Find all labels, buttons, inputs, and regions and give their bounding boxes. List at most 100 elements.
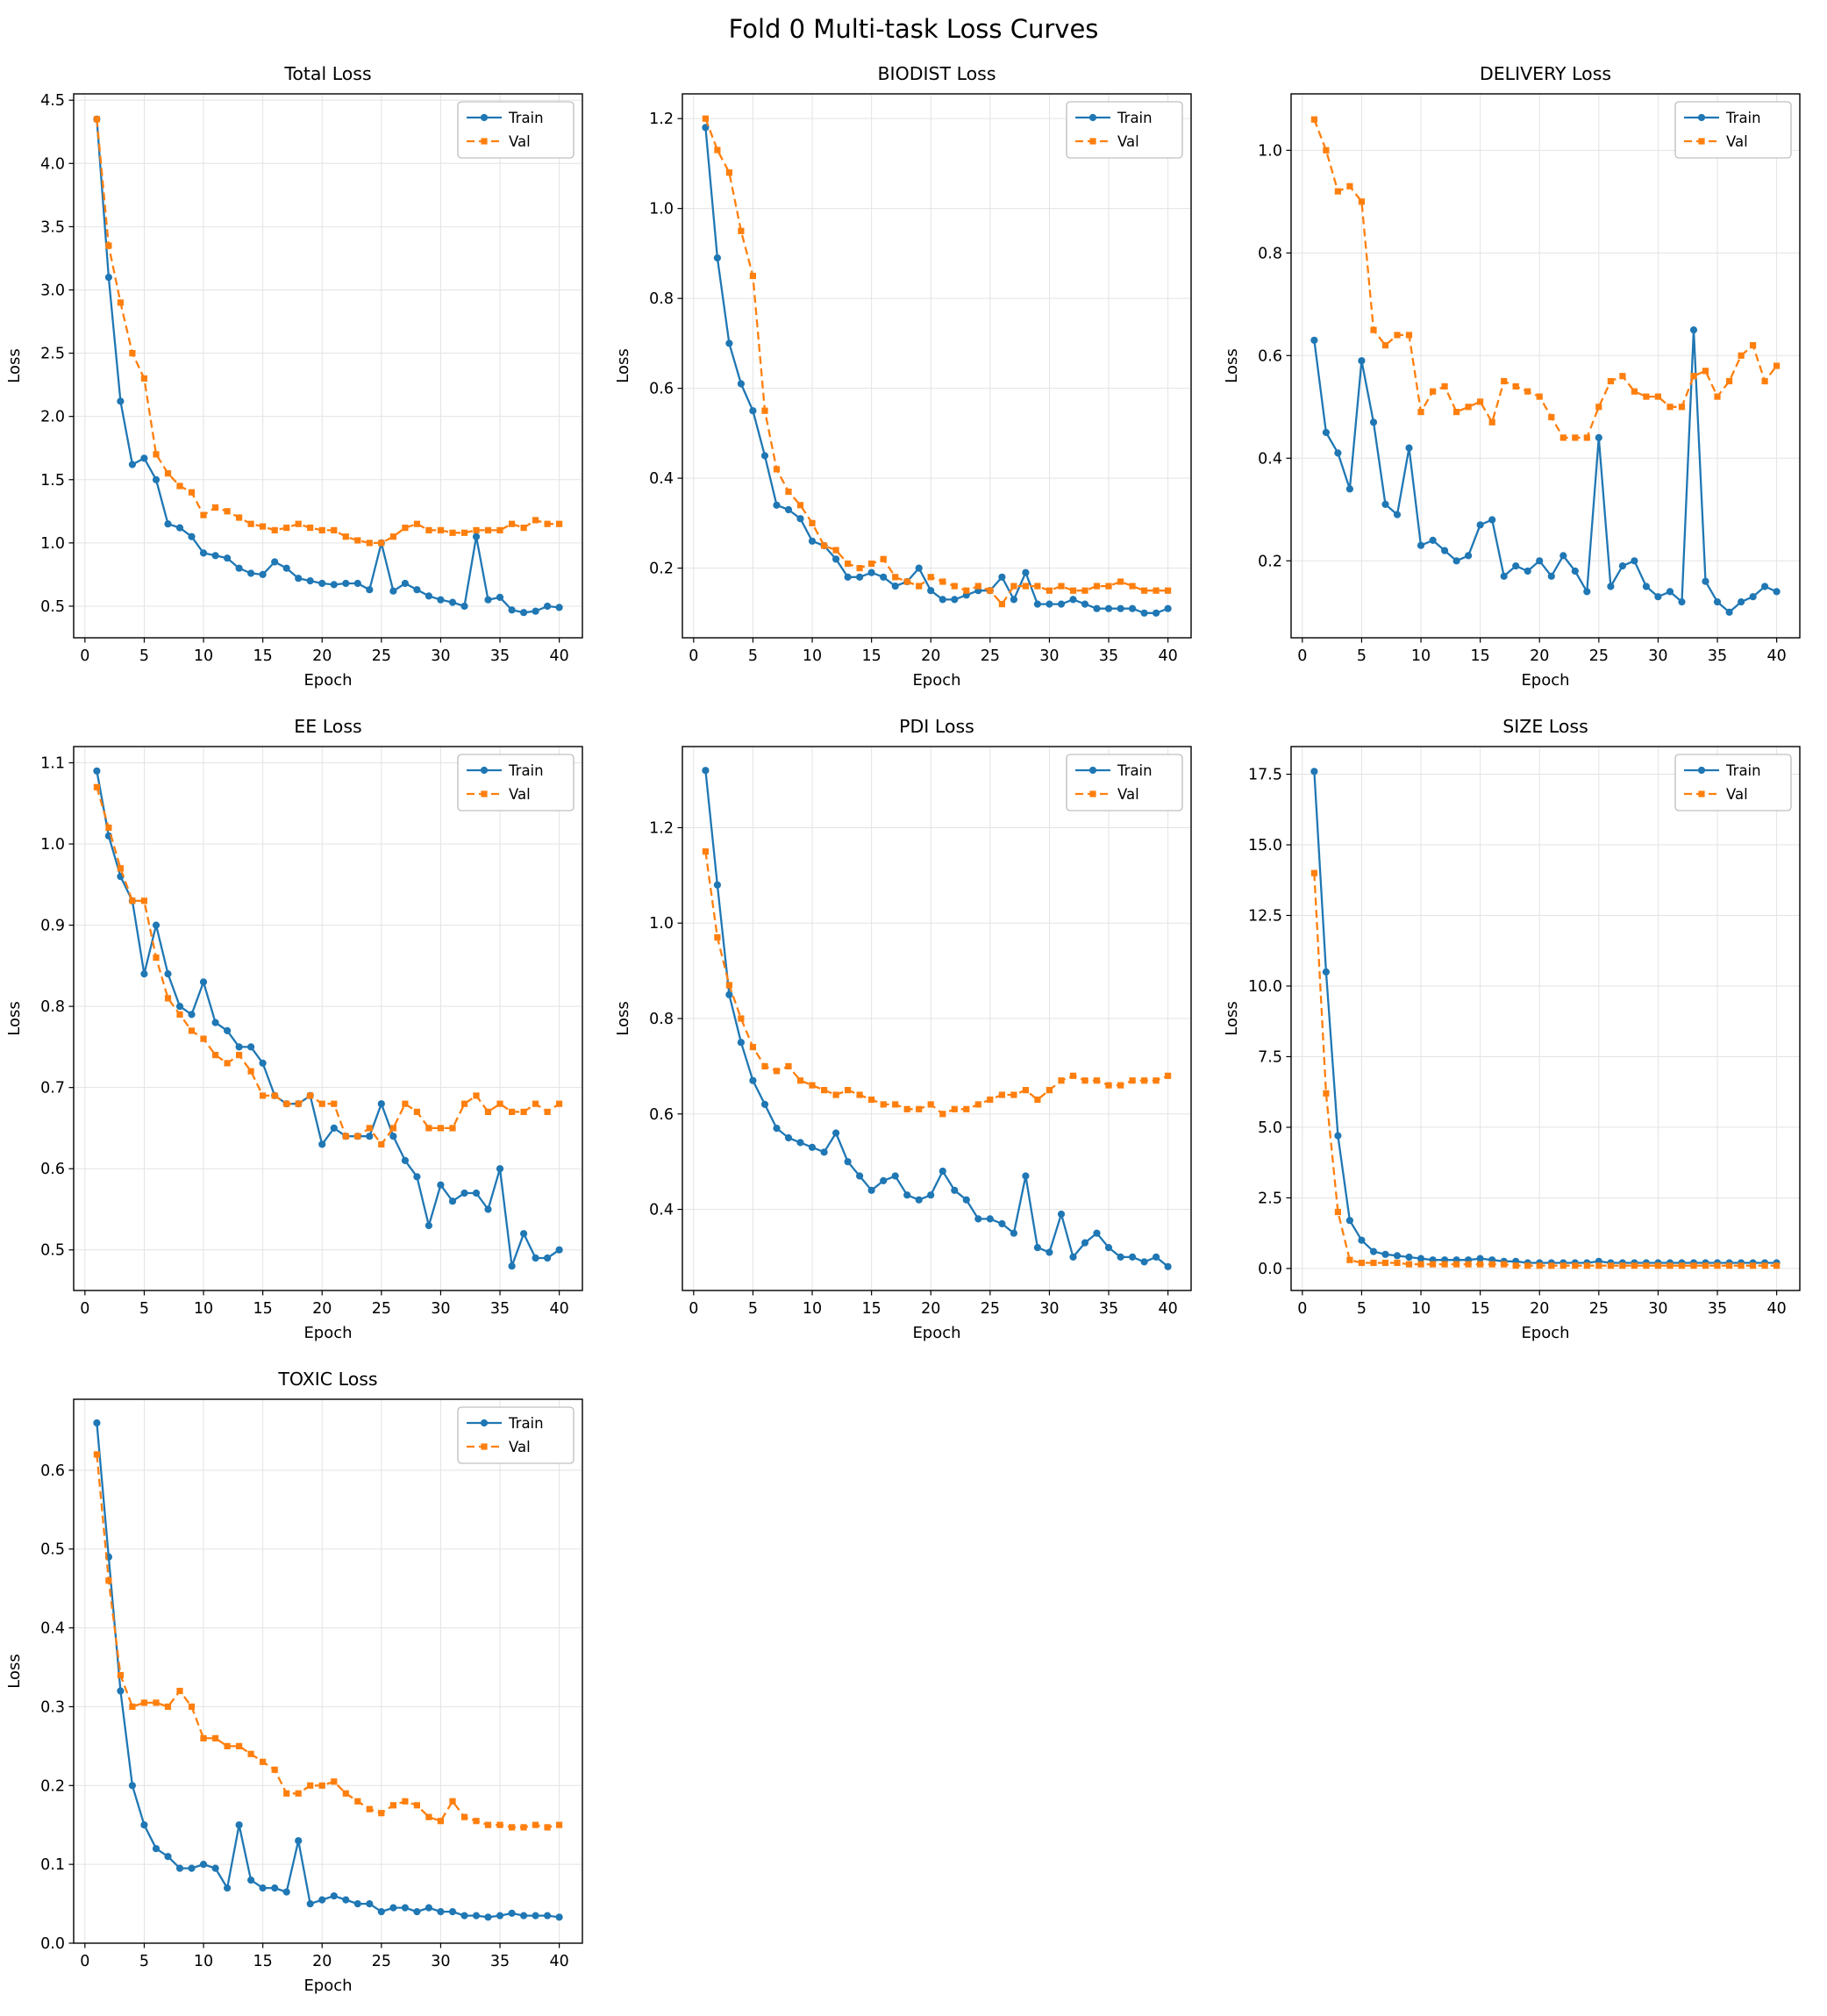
svg-text:35: 35 (1099, 1300, 1118, 1318)
svg-text:30: 30 (1648, 1300, 1667, 1318)
svg-text:5.0: 5.0 (1258, 1119, 1282, 1137)
axis-ticks: 0 5 10 15 20 25 30 35 40 0.5 0.6 0.7 0.8 0.9 1.0 1.1 (40, 754, 569, 1317)
gridlines (1291, 93, 1800, 638)
gridlines (682, 746, 1191, 1290)
svg-text:10.0: 10.0 (1248, 978, 1282, 996)
svg-text:25: 25 (1589, 1300, 1609, 1318)
svg-text:0.8: 0.8 (649, 1011, 674, 1028)
svg-text:30: 30 (1648, 647, 1667, 665)
svg-text:0.4: 0.4 (1258, 450, 1282, 468)
svg-text:4.5: 4.5 (40, 92, 65, 110)
ee-loss-val-markers (93, 783, 563, 1147)
svg-text:5: 5 (748, 1300, 758, 1318)
legend: Train Val (1674, 101, 1792, 159)
charts-grid: 0 5 10 15 20 25 30 35 40 0.5 1.0 1.5 2.0 2.5 3.0 3.5 4.0… (0, 50, 1826, 2008)
gridlines (74, 93, 582, 638)
svg-text:40: 40 (1766, 1300, 1786, 1318)
legend-label-val: Val (1726, 786, 1748, 803)
axis-ticks: 0 5 10 15 20 25 30 35 40 0.2 0.4 0.6 0.8 1.0 1.2 (649, 111, 1178, 665)
svg-text:10: 10 (1411, 1300, 1431, 1318)
svg-text:0.6: 0.6 (1258, 347, 1282, 365)
svg-text:1.2: 1.2 (649, 111, 674, 128)
svg-text:25: 25 (372, 1300, 391, 1318)
pdi-loss-val-markers (702, 847, 1172, 1118)
chart-svg-pdi-loss: 0 5 10 15 20 25 30 35 40 0.4 0.6 0.8 1.0 1.2 PDI Loss E… (614, 716, 1192, 1342)
legend-label-train: Train (508, 1415, 544, 1432)
plot-border (73, 1398, 583, 1944)
chart-delivery-loss: 0 5 10 15 20 25 30 35 40 0.2 0.4 0.6 0.8 1.0 DELIVERY … (1217, 50, 1826, 703)
svg-text:30: 30 (1039, 647, 1059, 665)
svg-text:1.0: 1.0 (40, 836, 65, 854)
toxic-loss-train-line (96, 1422, 560, 1919)
chart-title: Total Loss (283, 63, 371, 84)
svg-text:15: 15 (253, 647, 273, 665)
svg-text:0.9: 0.9 (40, 917, 65, 934)
legend-label-val: Val (509, 1439, 531, 1455)
legend-label-train: Train (508, 110, 544, 126)
svg-text:25: 25 (372, 647, 391, 665)
svg-text:40: 40 (549, 1300, 568, 1318)
legend-label-val: Val (509, 786, 531, 803)
axis-ticks: 0 5 10 15 20 25 30 35 40 0.5 1.0 1.5 2.0 2.5 3.0 3.5 4.0… (40, 92, 569, 665)
svg-text:2.5: 2.5 (40, 345, 65, 362)
svg-text:10: 10 (803, 647, 822, 665)
svg-text:0.3: 0.3 (40, 1698, 65, 1716)
pdi-loss-train-line (704, 769, 1169, 1268)
chart-total-loss: 0 5 10 15 20 25 30 35 40 0.5 1.0 1.5 2.0 2.5 3.0 3.5 4.0… (0, 50, 609, 703)
legend: Train Val (457, 101, 575, 159)
size-loss-val-line (1313, 872, 1777, 1267)
svg-text:0.2: 0.2 (40, 1777, 65, 1795)
svg-text:20: 20 (312, 1300, 332, 1318)
svg-text:30: 30 (431, 647, 450, 665)
svg-text:5: 5 (1357, 1300, 1367, 1318)
svg-text:0: 0 (1297, 647, 1307, 665)
svg-text:20: 20 (312, 647, 332, 665)
svg-text:0.0: 0.0 (40, 1935, 65, 1953)
svg-text:0.6: 0.6 (649, 380, 674, 397)
y-axis-label: Loss (1223, 348, 1241, 382)
chart-title: BIODIST Loss (877, 63, 996, 84)
x-axis-label: Epoch (1521, 671, 1569, 690)
svg-text:0.1: 0.1 (40, 1856, 65, 1874)
svg-text:0: 0 (80, 1300, 89, 1318)
svg-text:20: 20 (1530, 1300, 1549, 1318)
svg-text:35: 35 (1708, 1300, 1727, 1318)
y-axis-label: Loss (5, 348, 24, 382)
biodist-loss-val-line (704, 118, 1168, 605)
x-axis-label: Epoch (912, 671, 960, 690)
svg-text:0: 0 (689, 1300, 698, 1318)
axis-ticks: 0 5 10 15 20 25 30 35 40 0.2 0.4 0.6 0.8 1.0 (1258, 142, 1787, 665)
plot-border (682, 93, 1192, 639)
toxic-loss-val-markers (93, 1451, 563, 1831)
svg-text:15: 15 (1471, 1300, 1490, 1318)
svg-text:10: 10 (1411, 647, 1431, 665)
ee-loss-train-line (96, 770, 560, 1268)
axis-ticks: 0 5 10 15 20 25 30 35 40 0.4 0.6 0.8 1.0 1.2 (649, 819, 1178, 1318)
gridlines (682, 93, 1191, 638)
svg-text:0: 0 (80, 647, 89, 665)
svg-text:0.8: 0.8 (40, 998, 65, 1016)
svg-text:0: 0 (80, 1953, 89, 1970)
delivery-loss-val-line (1313, 118, 1778, 439)
y-axis-label: Loss (5, 1654, 24, 1688)
svg-text:15.0: 15.0 (1248, 837, 1282, 854)
svg-text:40: 40 (1158, 647, 1177, 665)
svg-text:0.8: 0.8 (649, 290, 674, 308)
y-axis-label: Loss (614, 1001, 632, 1035)
chart-size-loss: 0 5 10 15 20 25 30 35 40 0.0 2.5 5.0 7.5 10.0 12.5 15.0… (1217, 703, 1826, 1355)
svg-text:0.5: 0.5 (40, 598, 65, 616)
svg-text:3.0: 3.0 (40, 282, 65, 299)
svg-text:1.2: 1.2 (649, 819, 674, 837)
legend: Train Val (1674, 754, 1792, 811)
chart-title: EE Loss (294, 716, 361, 737)
svg-text:10: 10 (194, 1300, 213, 1318)
svg-text:5: 5 (139, 1953, 149, 1970)
svg-text:25: 25 (981, 647, 1000, 665)
y-axis-label: Loss (614, 348, 632, 382)
size-loss-train-markers (1310, 767, 1781, 1267)
svg-text:20: 20 (921, 647, 940, 665)
ee-loss-val-line (96, 786, 560, 1146)
size-loss-val-markers (1310, 869, 1781, 1269)
svg-text:5: 5 (748, 647, 758, 665)
svg-text:20: 20 (312, 1953, 332, 1970)
